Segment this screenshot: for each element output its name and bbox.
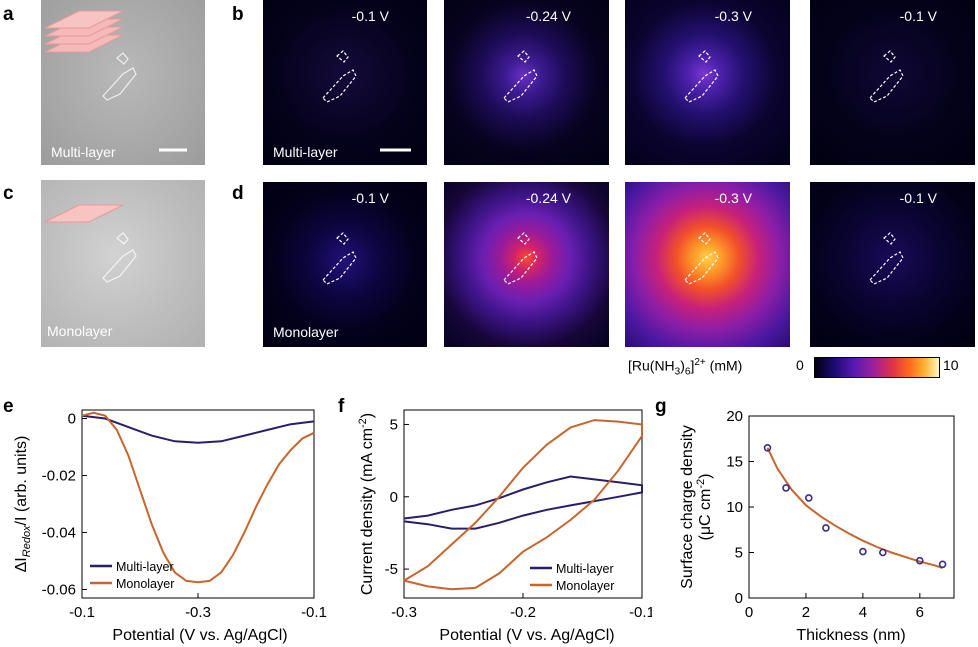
x-tick-label: 0 <box>745 604 753 621</box>
voltage-label: -0.3 V <box>714 190 752 206</box>
label-monolayer-optical: Monolayer <box>47 323 113 339</box>
ecl-image-monolayer-1: -0.1 V Monolayer <box>263 182 427 347</box>
chart-g: 0 2 4 6 0 5 10 15 20 Thickness (nm) Surface char… <box>679 408 955 644</box>
optical-image-multilayer: Multi-layer <box>41 0 205 165</box>
colorbar-min-label: 0 <box>796 357 804 373</box>
panel-label-c: c <box>3 183 14 204</box>
data-point <box>879 548 887 557</box>
data-point <box>782 484 790 492</box>
y-tick-label: 10 <box>726 499 743 516</box>
series-monolayer-loop <box>403 419 643 591</box>
panel-label-d: d <box>232 183 244 204</box>
y-tick-label: -0.02 <box>42 468 76 485</box>
flake-outline <box>503 50 538 103</box>
x-tick-label: -0.2 <box>510 604 536 621</box>
colorbar-label: [Ru(NH3)6]2+ (mM) <box>628 357 743 378</box>
y-tick-label: 20 <box>726 408 743 425</box>
ecl-image-monolayer-3: -0.3 V <box>625 182 790 347</box>
x-axis-label: Potential (V vs. Ag/AgCl) <box>112 627 287 644</box>
colorbar-max-label: 10 <box>943 357 959 373</box>
colorbar <box>814 357 940 378</box>
series-monolayer-line <box>81 411 315 584</box>
y-axis-label-line1: Surface charge density <box>679 425 696 589</box>
data-point <box>822 524 830 532</box>
voltage-label: -0.24 V <box>525 8 571 24</box>
ecl-image-multilayer-3: -0.3 V <box>625 0 790 165</box>
label-multilayer-ecl: Multi-layer <box>273 144 338 160</box>
chart-f: -0.3 -0.2 -0.1 5 0 -5 Potential (V vs. Ag/AgC… <box>357 409 652 644</box>
x-axis-label: Potential (V vs. Ag/AgCl) <box>439 627 614 644</box>
y-tick-label: -0.04 <box>42 524 76 541</box>
chart-e: -0.1 -0.3 -0.1 0 -0.02 -0.04 -0.06 Potential (… <box>13 409 327 644</box>
y-axis-label-line2: (μC cm-2) <box>695 474 714 541</box>
x-tick-label: -0.3 <box>391 604 417 621</box>
panel-label-a: a <box>3 4 14 25</box>
y-tick-label: 15 <box>726 454 743 471</box>
x-tick-label: 4 <box>859 604 867 621</box>
x-tick-label: 6 <box>916 604 924 621</box>
data-point <box>915 556 924 565</box>
data-point <box>763 443 772 452</box>
ecl-image-multilayer-4: -0.1 V <box>810 0 975 165</box>
voltage-label: -0.1 V <box>351 8 389 24</box>
legend-label-multilayer: Multi-layer <box>116 560 174 574</box>
panel-label-f: f <box>338 396 345 417</box>
legend-label-multilayer: Multi-layer <box>556 562 614 576</box>
y-tick-label: 5 <box>735 545 743 562</box>
flake-outline <box>322 50 411 152</box>
y-tick-label: -5 <box>385 561 398 578</box>
ecl-image-monolayer-4: -0.1 V <box>810 182 975 347</box>
y-tick-label: 0 <box>68 411 76 428</box>
y-axis-label: Current density (mA cm-2) <box>357 413 376 595</box>
x-axis-label: Thickness (nm) <box>796 627 905 644</box>
x-tick-label: 2 <box>802 604 810 621</box>
fit-curve <box>766 447 943 569</box>
y-tick-label: -0.06 <box>42 581 76 598</box>
ecl-image-monolayer-2: -0.24 V <box>444 182 609 347</box>
label-multilayer-optical: Multi-layer <box>51 144 116 160</box>
optical-image-monolayer: Monolayer <box>41 180 205 347</box>
flake-outline <box>684 232 719 285</box>
y-tick-label: 0 <box>735 590 743 607</box>
x-tick-label: -0.1 <box>301 604 327 621</box>
y-axis-label: ΔIRedox/I (arb. units) <box>13 436 33 573</box>
flake-outline <box>503 232 538 285</box>
data-point <box>938 560 947 569</box>
data-point <box>805 494 813 502</box>
panel-label-b: b <box>232 4 244 25</box>
y-tick-label: 5 <box>390 416 398 433</box>
panel-label-e: e <box>3 396 14 417</box>
flake-outline <box>869 50 904 103</box>
x-tick-label: -0.3 <box>185 604 211 621</box>
flake-outline <box>869 232 904 285</box>
voltage-label: -0.1 V <box>899 190 937 206</box>
multilayer-stack-icon <box>44 10 187 152</box>
series-multilayer-loop <box>403 475 643 530</box>
flake-outline <box>322 232 357 285</box>
voltage-label: -0.24 V <box>525 190 571 206</box>
monolayer-sheet-icon <box>44 204 137 283</box>
series-multilayer-line <box>81 414 315 444</box>
ecl-image-multilayer-2: -0.24 V <box>444 0 609 165</box>
voltage-label: -0.1 V <box>899 8 937 24</box>
voltage-label: -0.3 V <box>714 8 752 24</box>
plot-frame <box>748 415 955 599</box>
label-monolayer-ecl: Monolayer <box>273 324 339 340</box>
x-tick-label: -0.1 <box>629 604 652 621</box>
ecl-image-multilayer-1: -0.1 V Multi-layer <box>263 0 427 165</box>
x-tick-label: -0.1 <box>69 604 95 621</box>
voltage-label: -0.1 V <box>351 190 389 206</box>
legend-label-monolayer: Monolayer <box>116 577 174 591</box>
panel-label-g: g <box>655 396 667 417</box>
y-tick-label: 0 <box>390 489 398 506</box>
flake-outline <box>684 50 719 103</box>
legend-label-monolayer: Monolayer <box>556 579 614 593</box>
data-point <box>859 547 867 556</box>
